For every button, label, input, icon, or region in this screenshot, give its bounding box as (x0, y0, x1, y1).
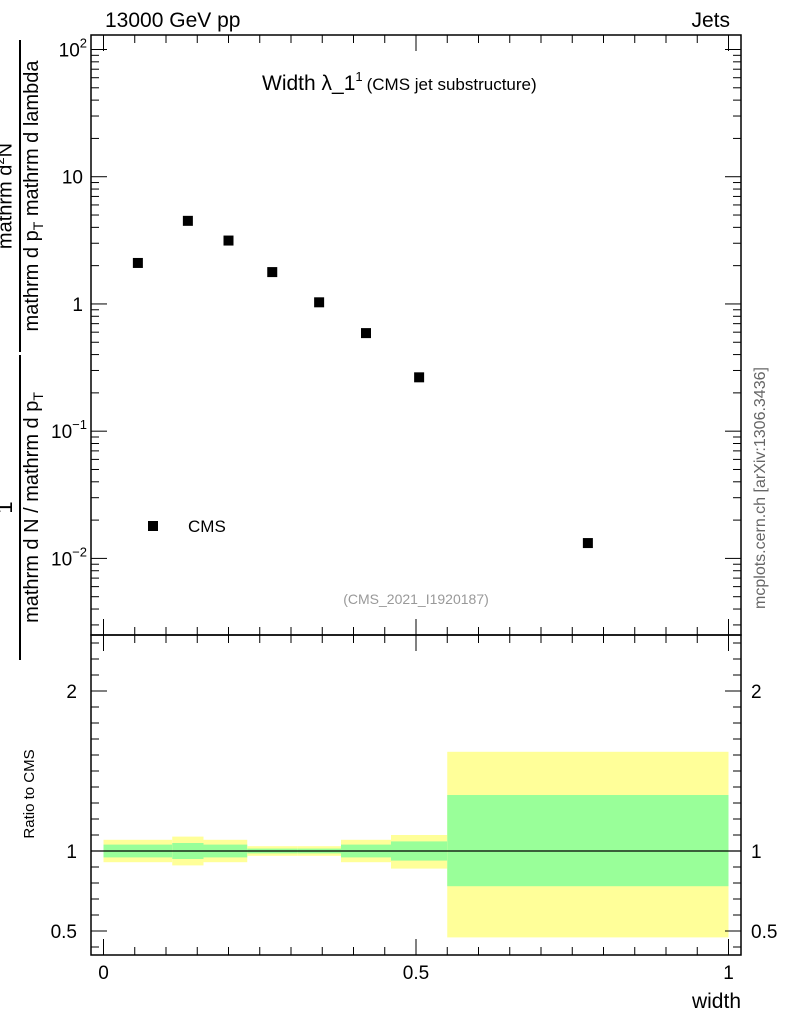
main-plot-frame (90, 34, 742, 636)
ratio-y-tick-label: 0.5 (51, 922, 77, 943)
ratio-y-tick-label-right: 2 (751, 682, 762, 703)
data-point (361, 328, 371, 339)
y-tick-label: 10−2 (51, 544, 87, 570)
ratio-y-tick-label-right: 0.5 (751, 922, 777, 943)
ratio-inner-band (447, 795, 729, 887)
y-tick-label: 10 (62, 168, 83, 189)
svg-text:Width λ_11(CMS jet substructur: Width λ_11 (CMS jet substructure) (262, 69, 537, 95)
ratio-y-tick-label: 1 (66, 842, 77, 863)
ratio-y-tick-label-right: 1 (751, 842, 762, 863)
ratio-y-tick-label: 2 (66, 682, 77, 703)
x-axis-label: width (691, 990, 741, 1013)
x-tick-label: 0.5 (403, 963, 429, 984)
data-point (182, 215, 193, 226)
plot-title-sup: 1 (355, 69, 362, 84)
data-point (414, 372, 425, 383)
plot-title: Width λ_1 (262, 72, 355, 95)
energy-label: 13000 GeV pp (105, 9, 241, 32)
plot-title-suffix: (CMS jet substructure) (367, 75, 537, 94)
y-tick-label: 1 (72, 295, 83, 316)
legend-marker (148, 521, 158, 531)
data-point (223, 235, 234, 246)
x-tick-label: 0 (98, 963, 109, 984)
data-point (132, 257, 143, 268)
analysis-id: (CMS_2021_I1920187) (343, 591, 489, 607)
x-tick-label: 1 (723, 963, 734, 984)
data-point (314, 297, 325, 308)
data-point (582, 538, 593, 549)
y-tick-label: 102 (59, 35, 87, 61)
process-label: Jets (691, 9, 730, 32)
y-tick-label: 10−1 (51, 417, 87, 443)
data-point (267, 267, 278, 278)
legend-label: CMS (188, 517, 226, 536)
